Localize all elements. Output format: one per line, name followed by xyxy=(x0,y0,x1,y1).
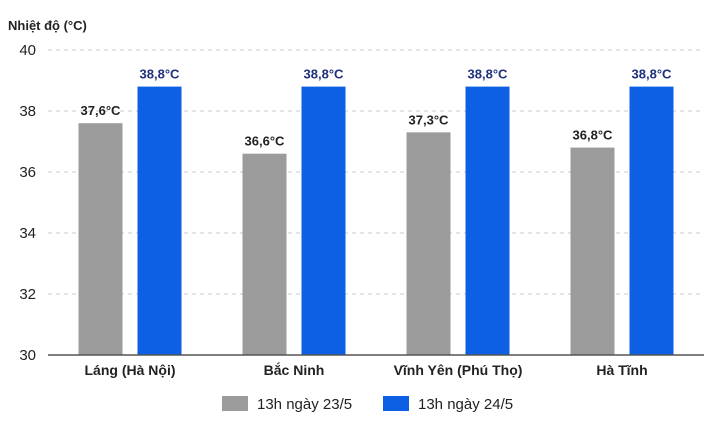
bar-blue xyxy=(301,86,346,355)
x-category-label: Vĩnh Yên (Phú Thọ) xyxy=(394,362,523,378)
bar-gray xyxy=(242,153,287,355)
y-tick-label: 32 xyxy=(19,286,36,303)
y-tick-label: 30 xyxy=(19,347,36,364)
y-tick-label: 40 xyxy=(19,42,36,59)
bar-blue xyxy=(465,86,510,355)
legend-label: 13h ngày 24/5 xyxy=(418,396,513,413)
bar-gray xyxy=(570,147,615,355)
bar-blue xyxy=(629,86,674,355)
legend-swatch xyxy=(383,396,409,411)
data-label: 36,6°C xyxy=(245,134,286,149)
data-label: 36,8°C xyxy=(573,128,614,143)
x-category-label: Hà Tĩnh xyxy=(596,362,647,378)
x-category-label: Láng (Hà Nội) xyxy=(85,362,176,378)
data-label: 38,8°C xyxy=(140,67,181,82)
legend: 13h ngày 23/5 13h ngày 24/5 xyxy=(222,396,513,413)
y-tick-label: 36 xyxy=(19,164,36,181)
y-tick-label: 34 xyxy=(19,225,36,242)
data-label: 38,8°C xyxy=(304,67,345,82)
legend-swatch xyxy=(222,396,248,411)
y-axis-label: Nhiệt độ (°C) xyxy=(8,18,87,33)
y-tick-label: 38 xyxy=(19,103,36,120)
bar-gray xyxy=(78,123,123,355)
legend-label: 13h ngày 23/5 xyxy=(257,396,352,413)
data-label: 38,8°C xyxy=(632,67,673,82)
data-label: 37,6°C xyxy=(81,103,122,118)
data-label: 37,3°C xyxy=(409,112,450,127)
bar-gray xyxy=(406,132,451,355)
x-category-label: Bắc Ninh xyxy=(264,361,325,378)
data-label: 38,8°C xyxy=(468,67,509,82)
bar-blue xyxy=(137,86,182,355)
